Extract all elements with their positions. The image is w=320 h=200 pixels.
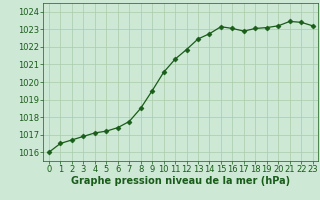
X-axis label: Graphe pression niveau de la mer (hPa): Graphe pression niveau de la mer (hPa) (71, 176, 290, 186)
